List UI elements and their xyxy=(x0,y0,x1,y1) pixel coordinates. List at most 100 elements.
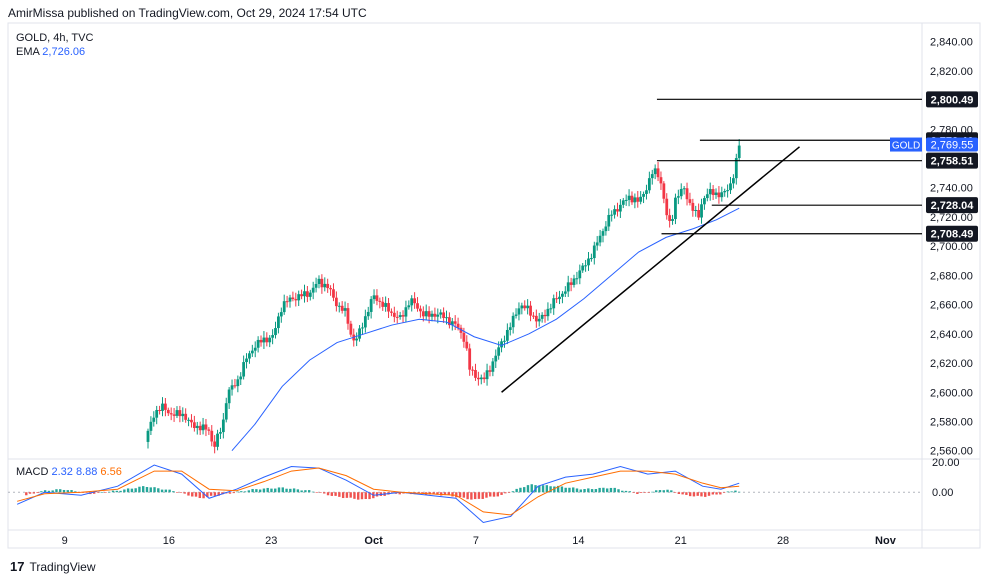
macd-histogram-bar xyxy=(153,487,156,493)
candle-body xyxy=(717,192,721,198)
candle-body xyxy=(511,315,515,328)
chart-frame xyxy=(7,22,981,549)
macd-histogram-bar xyxy=(655,490,658,493)
candle-body xyxy=(433,313,437,317)
macd-histogram-bar xyxy=(47,490,51,493)
macd-histogram-bar xyxy=(25,492,28,496)
macd-histogram-bar xyxy=(123,489,126,493)
candle-body xyxy=(404,307,408,317)
x-tick-label: 21 xyxy=(675,535,687,547)
macd-histogram-bar xyxy=(179,492,183,493)
y-tick-label: 2,700.00 xyxy=(930,241,973,253)
macd-histogram-bar xyxy=(138,486,141,493)
macd-histogram-bar xyxy=(100,492,103,493)
macd-histogram-bar xyxy=(59,489,62,493)
level-price-tag xyxy=(926,197,978,214)
macd-histogram-bar xyxy=(507,492,511,493)
candle-body xyxy=(320,278,324,288)
macd-histogram-bar xyxy=(390,492,394,494)
macd-histogram-bar xyxy=(262,488,266,493)
candle-body xyxy=(598,235,602,243)
candle-body xyxy=(303,291,306,297)
candle-body xyxy=(294,299,298,301)
macd-histogram-bar xyxy=(681,492,684,495)
macd-histogram-bar xyxy=(556,485,560,493)
candle-body xyxy=(508,327,512,330)
macd-histogram-bar xyxy=(36,492,39,494)
macd-histogram-bar xyxy=(96,492,100,493)
macd-histogram-bar xyxy=(662,490,665,493)
candle-body xyxy=(682,188,686,190)
candle-body xyxy=(384,303,388,307)
candle-body xyxy=(453,321,457,324)
macd-histogram-bar xyxy=(92,492,96,494)
macd-histogram-bar xyxy=(119,490,122,493)
candle-body xyxy=(587,258,590,266)
candle-body xyxy=(355,338,359,341)
candle-body xyxy=(340,305,344,311)
candle-body xyxy=(410,298,414,306)
x-tick-label: 23 xyxy=(265,535,277,547)
macd-histogram-bar xyxy=(62,489,66,493)
candle-body xyxy=(708,189,712,195)
macd-histogram-bar xyxy=(455,492,458,498)
macd-y-tick-label: 0.00 xyxy=(932,487,953,499)
candle-body xyxy=(616,209,619,212)
level-price-tag xyxy=(926,152,978,169)
macd-histogram-bar xyxy=(575,488,579,493)
y-tick-label: 2,820.00 xyxy=(930,66,973,78)
macd-histogram-bar xyxy=(285,488,288,493)
macd-histogram-bar xyxy=(636,492,639,494)
candle-body xyxy=(445,317,448,319)
macd-histogram-bar xyxy=(160,489,164,493)
candle-body xyxy=(563,291,567,294)
macd-histogram-bar xyxy=(621,490,624,493)
candle-body xyxy=(691,202,695,211)
macd-histogram-bar xyxy=(617,489,620,493)
candle-body xyxy=(534,315,538,322)
macd-histogram-bar xyxy=(172,491,175,493)
support-trendline[interactable] xyxy=(501,146,801,393)
macd-histogram-bar xyxy=(266,487,269,493)
candle-body xyxy=(572,278,576,285)
macd-histogram-bar xyxy=(590,489,594,493)
candle-body xyxy=(714,192,718,195)
macd-histogram-bar xyxy=(643,492,647,493)
candle-body xyxy=(221,419,225,433)
macd-histogram-bar xyxy=(651,491,654,493)
macd-histogram-bar xyxy=(738,491,741,493)
candle-body xyxy=(236,379,240,387)
macd-histogram-bar xyxy=(213,492,217,496)
candle-body xyxy=(317,278,321,284)
macd-histogram-bar xyxy=(688,492,692,497)
candle-body xyxy=(161,403,164,411)
x-tick-label: Nov xyxy=(875,535,897,547)
candle-body xyxy=(674,197,677,220)
macd-histogram-bar xyxy=(564,487,567,493)
candle-body xyxy=(169,413,173,415)
macd-histogram-bar xyxy=(515,488,518,493)
macd-histogram-bar xyxy=(602,487,605,493)
macd-histogram-bar xyxy=(51,490,54,493)
candle-body xyxy=(459,327,463,333)
macd-histogram-bar xyxy=(349,492,352,498)
candle-body xyxy=(613,209,616,215)
candle-body xyxy=(297,294,301,301)
candle-body xyxy=(676,196,680,198)
candle-body xyxy=(627,195,631,200)
symbol-tag xyxy=(890,137,922,152)
macd-histogram-bar xyxy=(164,489,168,493)
candle-body xyxy=(268,337,272,343)
candle-body xyxy=(447,317,451,326)
macd-histogram-bar xyxy=(572,487,575,493)
macd-histogram-bar xyxy=(326,492,330,496)
candle-body xyxy=(311,287,315,293)
candle-body xyxy=(230,385,234,390)
candle-body xyxy=(198,425,202,431)
candle-body xyxy=(561,293,564,297)
macd-histogram-bar xyxy=(85,492,88,493)
candle-body xyxy=(172,414,176,416)
y-tick-label: 2,600.00 xyxy=(930,387,973,399)
macd-value-1: 2.32 xyxy=(51,466,73,478)
